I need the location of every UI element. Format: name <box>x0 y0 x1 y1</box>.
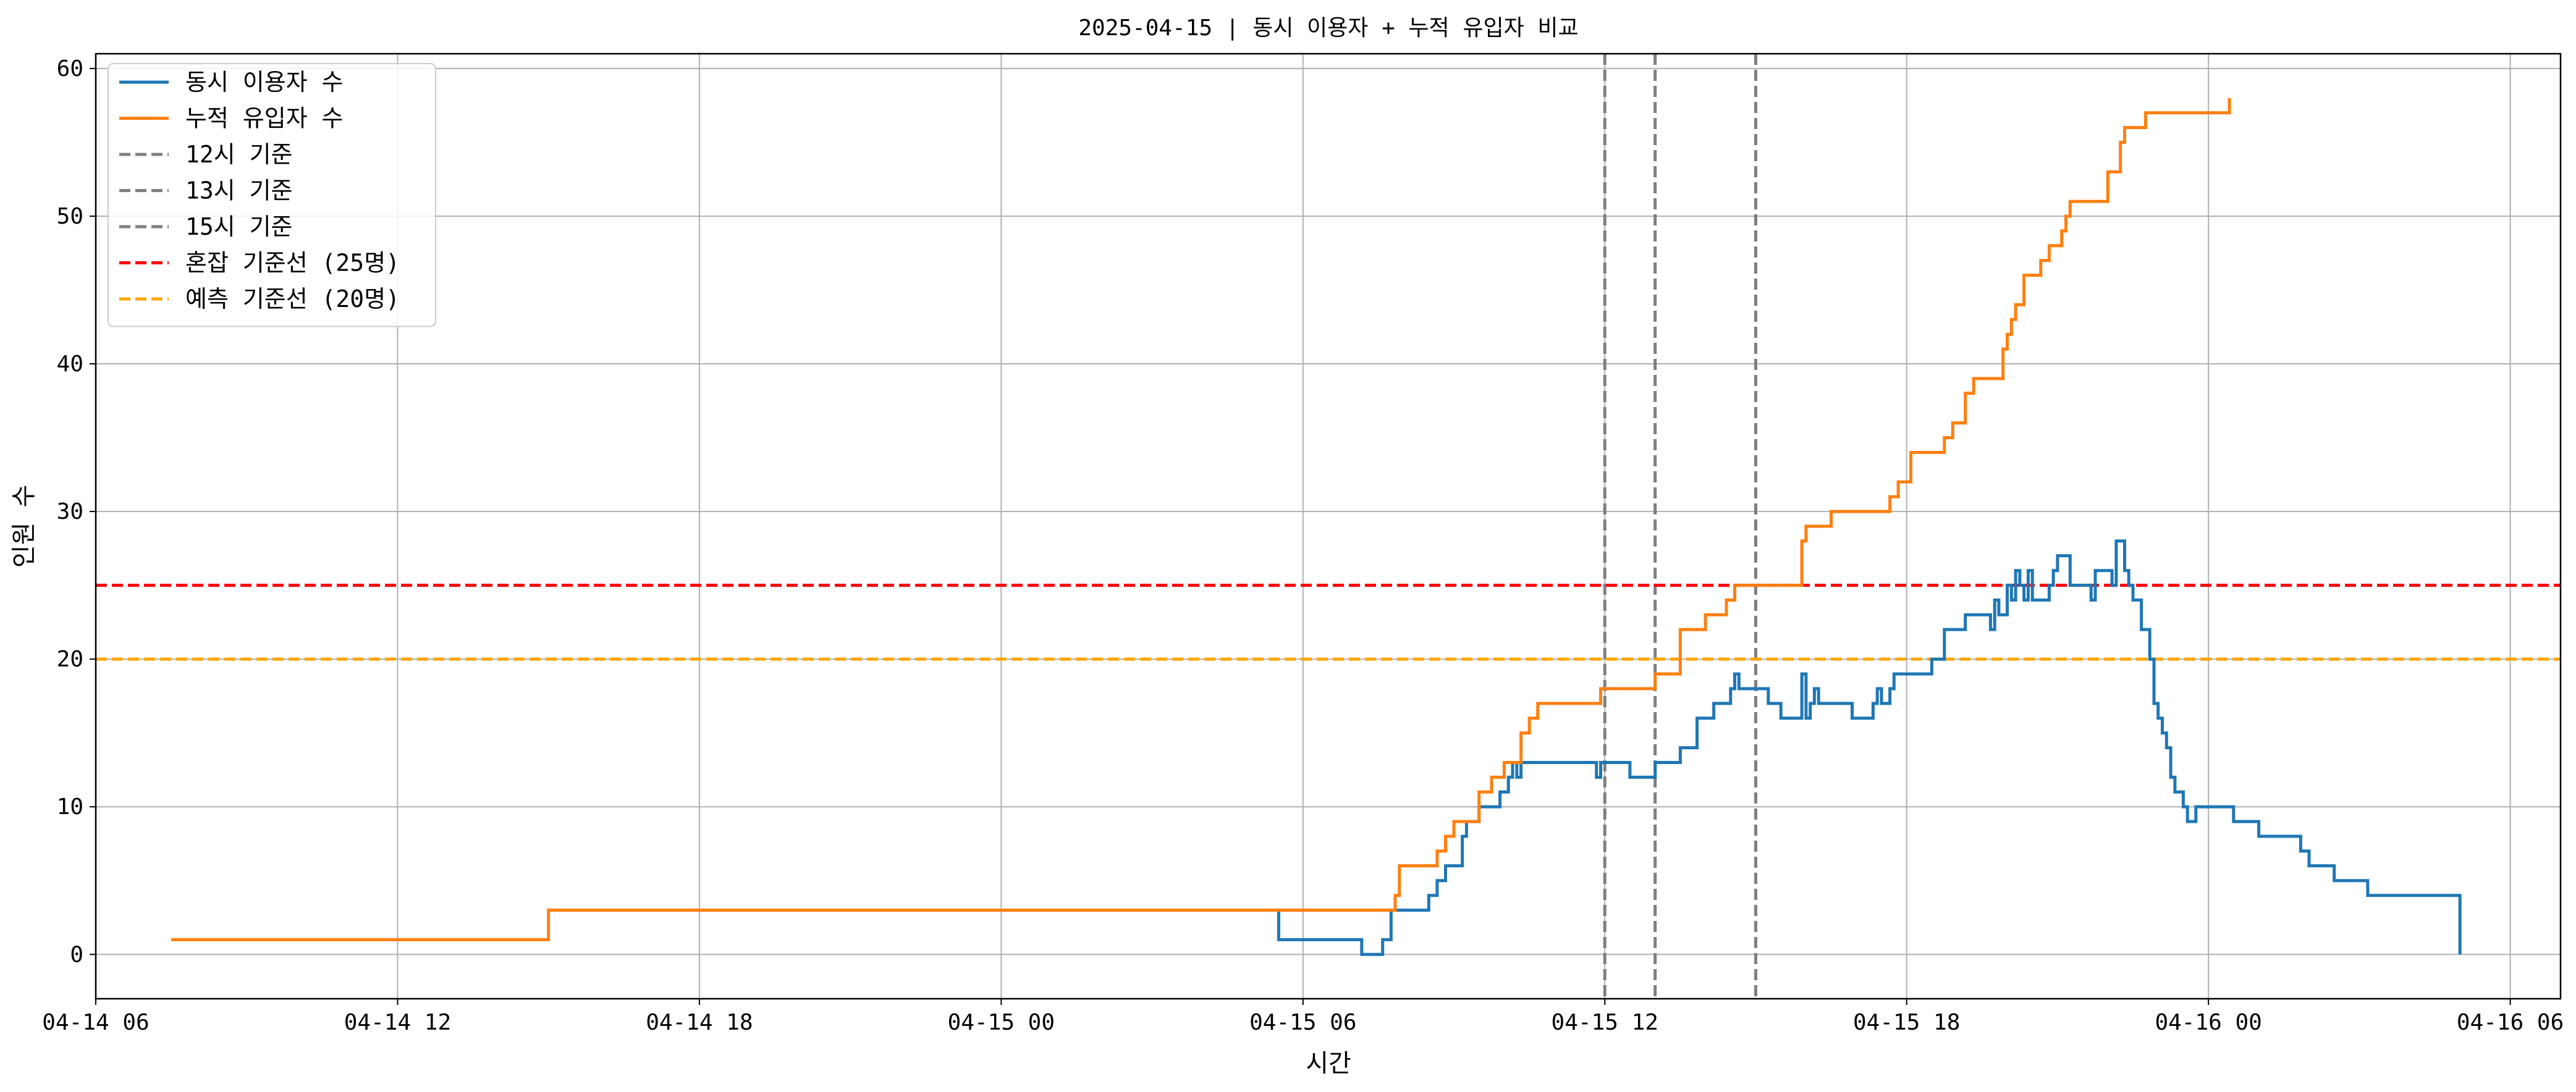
legend-label: 13시 기준 <box>185 177 293 204</box>
x-tick-label: 04-15 06 <box>1249 1010 1356 1035</box>
y-tick-label: 0 <box>70 942 83 967</box>
x-axis: 04-14 06 04-14 12 04-14 18 04-15 00 04-15 06… <box>42 999 2564 1035</box>
x-tick-label: 04-15 12 <box>1552 1010 1658 1035</box>
y-tick-label: 30 <box>57 499 83 524</box>
y-tick-label: 10 <box>57 794 83 820</box>
chart-title: 2025-04-15 | 동시 이용자 + 누적 유입자 비교 <box>1078 15 1578 41</box>
legend-label: 누적 유입자 수 <box>185 105 344 132</box>
x-tick-label: 04-16 06 <box>2457 1010 2564 1035</box>
legend-label: 혼잡 기준선 (25명) <box>185 250 400 277</box>
legend-box <box>108 63 436 327</box>
grid <box>95 54 2561 999</box>
y-tick-label: 60 <box>57 56 83 82</box>
x-tick-label: 04-16 00 <box>2155 1010 2261 1035</box>
x-axis-label: 시간 <box>1306 1049 1351 1078</box>
x-tick-label: 04-14 06 <box>42 1010 149 1035</box>
y-tick-label: 40 <box>57 351 83 377</box>
x-tick-label: 04-15 00 <box>948 1010 1055 1035</box>
x-tick-label: 04-14 12 <box>344 1010 451 1035</box>
series-lines <box>171 98 2462 956</box>
y-tick-label: 50 <box>57 204 83 229</box>
reference-lines <box>96 54 2561 999</box>
y-axis-label: 인원 수 <box>10 485 38 568</box>
legend-label: 예측 기준선 (20명) <box>185 285 400 313</box>
series-line-2 <box>171 98 2231 941</box>
y-axis: 0 10 20 30 40 50 60 <box>57 56 96 967</box>
legend-label: 15시 기준 <box>185 213 293 240</box>
y-tick-label: 20 <box>57 647 83 672</box>
plot-frame <box>95 52 2562 1000</box>
x-tick-label: 04-15 18 <box>1853 1010 1960 1035</box>
legend-label: 12시 기준 <box>185 141 293 168</box>
x-tick-label: 04-14 18 <box>646 1010 753 1035</box>
legend-label: 동시 이용자 수 <box>185 69 344 96</box>
